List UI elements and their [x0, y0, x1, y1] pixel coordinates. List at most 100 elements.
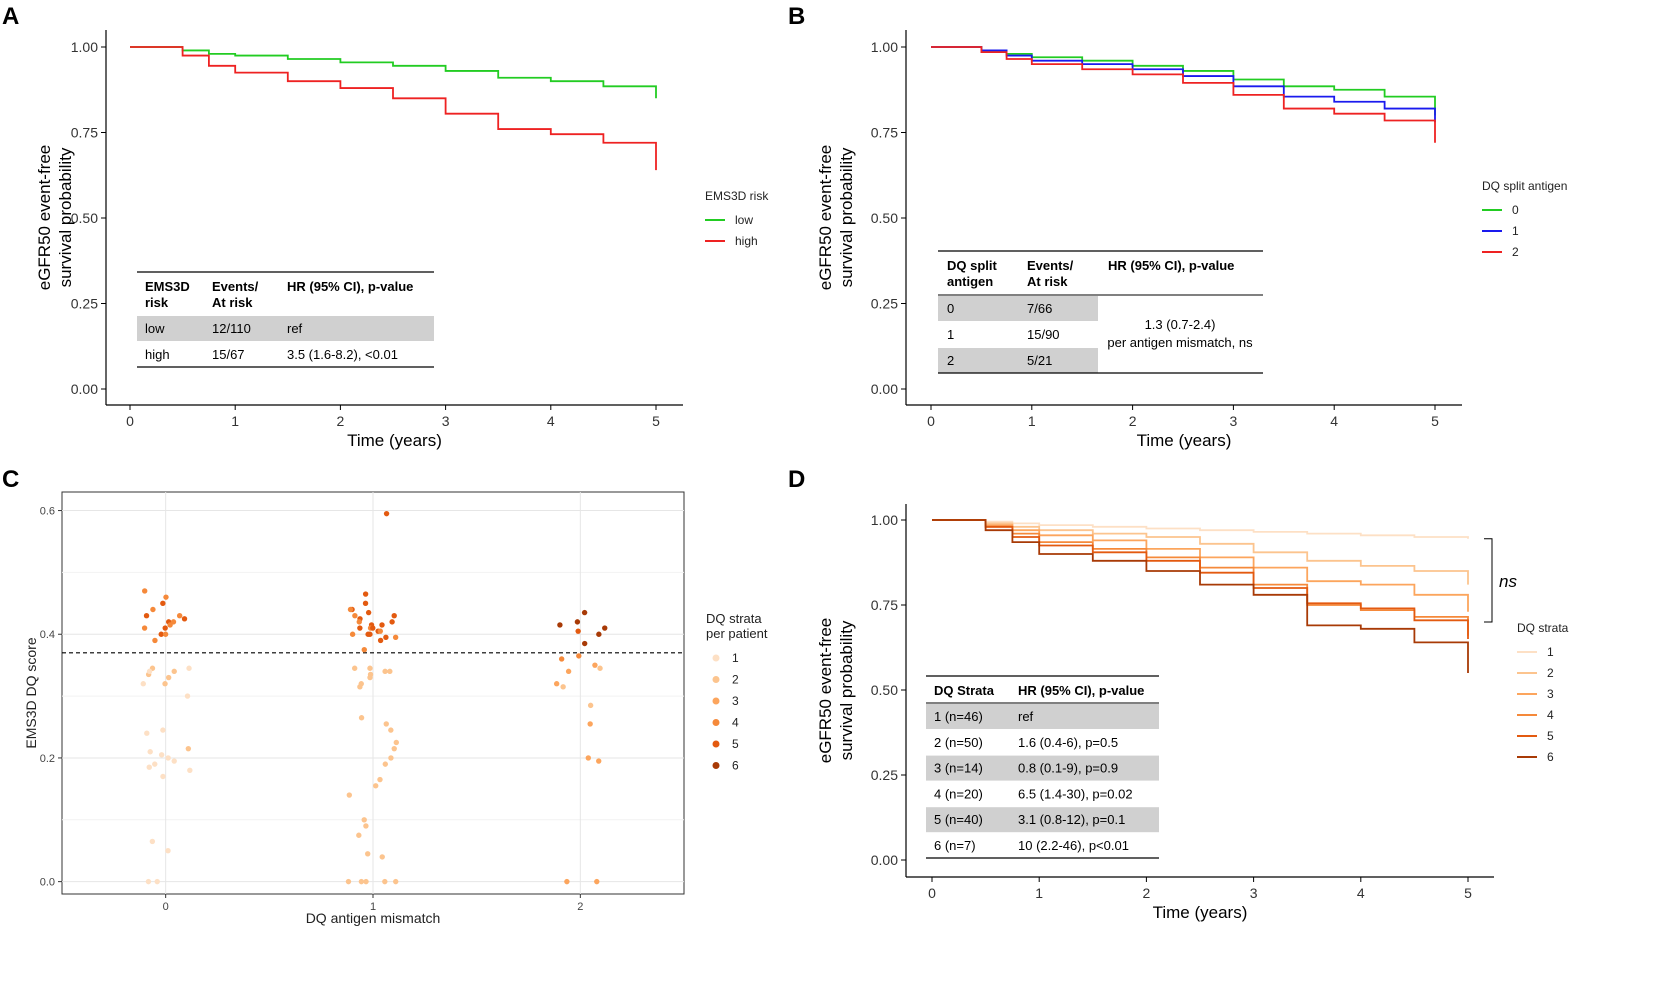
x-tick-label: 5 [1464, 885, 1472, 901]
data-point [352, 612, 358, 619]
legend-title: DQ split antigen [1482, 179, 1567, 193]
x-tick-label: 2 [577, 901, 583, 913]
data-point [357, 684, 363, 690]
data-point [162, 625, 168, 631]
data-point [176, 612, 183, 619]
y-tick-label: 0.25 [71, 296, 98, 312]
data-point [587, 721, 593, 727]
data-point [154, 878, 160, 885]
data-point [392, 634, 399, 641]
data-point [377, 628, 384, 634]
data-point [564, 878, 570, 885]
ns-annotation: ns [1499, 572, 1517, 591]
panel-letter-a: A [2, 3, 19, 30]
data-point [185, 745, 192, 752]
x-tick-label: 5 [652, 413, 660, 429]
x-tick-label: 1 [370, 901, 376, 913]
legend-title: EMS3D risk [705, 189, 769, 203]
panel-a: A 0.00 0.25 0.50 0.75 1.00 0 1 2 3 4 5 Time (years) e… [2, 3, 769, 450]
legend-label-6: 6 [732, 759, 739, 773]
km-curve-high [130, 46, 657, 171]
data-point [576, 653, 582, 659]
table-cell: ref [1018, 709, 1034, 724]
y-tick-label: 0.00 [871, 381, 898, 397]
data-point [393, 878, 399, 885]
data-point [160, 600, 166, 607]
data-point [152, 637, 158, 644]
legend-label-1: 1 [1512, 224, 1519, 238]
x-tick-label: 0 [927, 413, 935, 429]
data-point [585, 755, 592, 761]
table-row-shade [137, 316, 434, 341]
y-axis-title-line2: survival probability [837, 620, 856, 760]
table-header: Events/ [212, 279, 259, 294]
x-tick-label: 3 [1250, 885, 1258, 901]
legend-swatch-2 [712, 676, 720, 683]
y-tick-label: 0.0 [40, 877, 55, 889]
data-point [160, 773, 166, 780]
data-point [575, 628, 581, 634]
legend-label-4: 4 [732, 716, 739, 730]
table-row-shade [938, 348, 1098, 373]
y-tick-label: 0.6 [40, 506, 55, 518]
data-point [158, 631, 164, 637]
table-row-shade [926, 755, 1159, 781]
x-axis-title: DQ antigen mismatch [306, 910, 441, 926]
data-point [146, 668, 153, 675]
x-tick-label: 1 [231, 413, 239, 429]
data-point [186, 665, 192, 671]
data-point [379, 854, 385, 860]
data-point [346, 792, 353, 798]
table-header: HR (95% CI), p-value [287, 279, 413, 294]
table-cell: 2 [947, 353, 954, 368]
km-curve-low [130, 46, 657, 99]
panel-letter-c: C [2, 466, 19, 493]
table-cell: low [145, 321, 165, 336]
x-tick-label: 0 [126, 413, 134, 429]
x-tick-label: 4 [547, 413, 555, 429]
x-tick-label: 2 [1129, 413, 1137, 429]
table-header: DQ Strata [934, 683, 995, 698]
data-point [358, 715, 365, 721]
data-point [362, 591, 369, 597]
legend-label-4: 4 [1547, 708, 1554, 722]
x-tick-label: 2 [1143, 885, 1151, 901]
data-point [379, 622, 385, 628]
data-point [160, 727, 166, 733]
x-tick-label: 3 [1230, 413, 1238, 429]
data-point [184, 693, 191, 699]
data-point [602, 625, 608, 631]
legend-swatch-1 [712, 654, 720, 662]
data-point [165, 755, 171, 761]
data-point [349, 631, 356, 637]
data-point [557, 622, 563, 628]
data-point [361, 817, 367, 823]
data-point [393, 739, 400, 746]
data-point [592, 662, 598, 668]
ns-bracket [1484, 538, 1493, 623]
data-point [345, 878, 352, 885]
data-point [382, 668, 388, 675]
x-tick-label: 4 [1330, 413, 1338, 429]
y-tick-label: 0.4 [40, 629, 55, 641]
y-tick-label: 0.25 [871, 296, 898, 312]
data-point [365, 851, 371, 857]
data-point [149, 838, 156, 845]
legend-swatch-5 [712, 740, 720, 748]
legend-swatch-4 [712, 719, 720, 726]
y-tick-label: 0.2 [40, 753, 55, 765]
table-merged-cell: 1.3 (0.7-2.4) [1145, 317, 1216, 332]
table-cell: 6.5 (1.4-30), p=0.02 [1018, 786, 1133, 801]
data-point [152, 761, 158, 767]
km-curve-2 [931, 46, 1436, 143]
data-point [170, 619, 177, 625]
x-tick-label: 0 [163, 901, 169, 913]
data-point [363, 878, 369, 885]
data-point [181, 616, 188, 622]
table-cell: 3.1 (0.8-12), p=0.1 [1018, 812, 1125, 827]
data-point [143, 612, 150, 619]
data-point [357, 625, 363, 631]
table-cell: 12/110 [212, 321, 251, 336]
table-header: HR (95% CI), p-value [1018, 683, 1144, 698]
